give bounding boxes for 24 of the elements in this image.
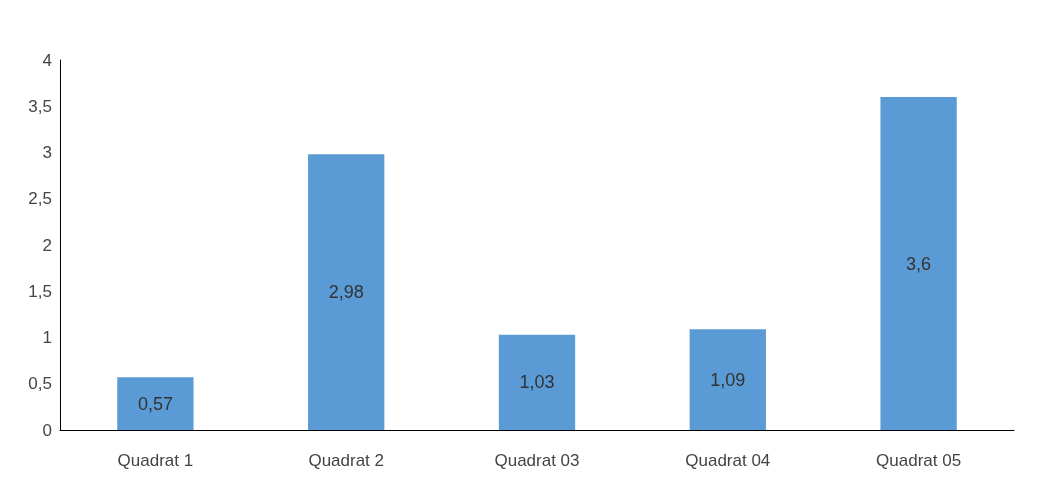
y-tick-label: 1,5	[28, 281, 52, 301]
x-tick-label: Quadrat 04	[685, 451, 771, 470]
x-tick-label: Quadrat 2	[308, 451, 384, 470]
data-label: 0,57	[137, 393, 173, 414]
y-tick-label: 0,5	[28, 374, 52, 394]
bar	[498, 334, 576, 430]
bar	[308, 154, 385, 430]
y-tick-label: 3	[42, 143, 52, 162]
bar	[880, 97, 957, 430]
data-label: 1,09	[710, 369, 746, 390]
y-tick-label: 2	[42, 235, 52, 255]
x-tick-label: Quadrat 05	[876, 451, 962, 470]
bar	[117, 377, 194, 430]
x-tick-label: Quadrat 1	[117, 451, 194, 470]
y-tick-label: 0	[42, 420, 52, 440]
bar	[689, 329, 766, 430]
x-tick-label: Quadrat 03	[494, 451, 580, 470]
data-label: 1,03	[519, 372, 555, 393]
data-label: 2,98	[328, 282, 364, 303]
y-tick-label: 2,5	[28, 189, 52, 209]
y-tick-label: 3,5	[28, 96, 52, 116]
y-tick-label: 4	[42, 50, 52, 70]
y-tick-label: 1	[42, 328, 52, 347]
data-label: 3,6	[906, 253, 932, 274]
